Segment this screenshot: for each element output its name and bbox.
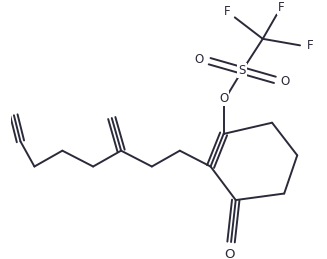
- Text: O: O: [281, 75, 290, 88]
- Text: F: F: [278, 1, 285, 14]
- Text: S: S: [239, 64, 246, 77]
- Text: O: O: [219, 92, 228, 105]
- Text: O: O: [195, 53, 204, 66]
- Text: F: F: [307, 39, 314, 52]
- Text: O: O: [224, 248, 234, 259]
- Text: F: F: [224, 5, 231, 18]
